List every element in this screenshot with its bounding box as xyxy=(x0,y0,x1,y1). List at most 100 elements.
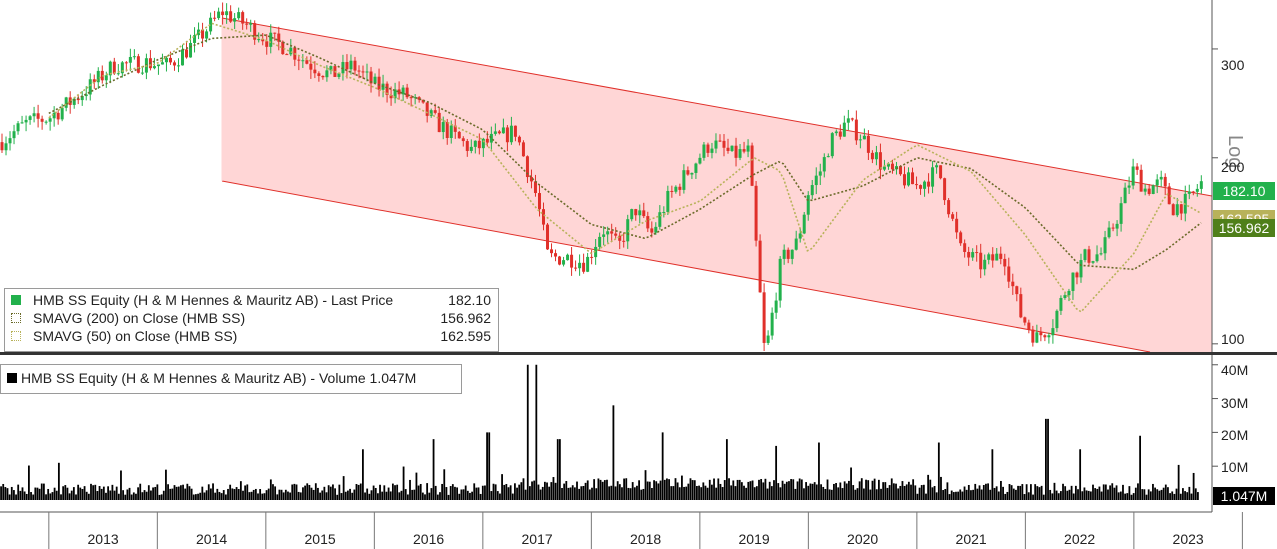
candle-body xyxy=(790,249,794,259)
volume-bar xyxy=(985,483,987,500)
volume-bar xyxy=(505,483,508,500)
volume-bar xyxy=(486,432,488,500)
volume-bar xyxy=(32,494,35,500)
volume-bar xyxy=(28,465,30,500)
volume-bar xyxy=(252,489,255,500)
volume-bar xyxy=(1055,490,1058,500)
volume-bar xyxy=(942,490,945,500)
volume-bar xyxy=(272,484,274,500)
volume-bar xyxy=(800,479,803,500)
volume-bar xyxy=(627,487,630,500)
candle-body xyxy=(369,71,373,84)
volume-bar xyxy=(751,480,754,500)
volume-bar xyxy=(580,486,583,500)
volume-bar xyxy=(629,488,632,500)
volume-bar xyxy=(94,484,97,500)
candle-body xyxy=(225,11,229,16)
volume-bar xyxy=(400,490,403,500)
volume-bar xyxy=(736,479,739,500)
candle-body xyxy=(120,62,124,74)
volume-bar xyxy=(231,488,234,500)
candle-body xyxy=(385,83,389,95)
volume-bar xyxy=(601,481,604,500)
candle-body xyxy=(80,96,84,101)
candle-body xyxy=(951,214,955,219)
candle-body xyxy=(722,140,726,148)
candle-body xyxy=(586,256,590,272)
volume-bar xyxy=(111,484,114,500)
volume-bar xyxy=(976,488,979,500)
candle-body xyxy=(28,116,32,120)
volume-bar xyxy=(1059,491,1062,500)
candle-body xyxy=(1015,286,1019,295)
candle-body xyxy=(890,163,894,170)
volume-bar xyxy=(648,481,651,500)
sma200-swatch xyxy=(11,313,21,323)
candle-body xyxy=(393,89,397,99)
volume-bar xyxy=(391,483,394,500)
volume-bar xyxy=(1094,488,1097,500)
x-tick-label-2020: 2020 xyxy=(847,531,879,547)
volume-bar xyxy=(822,486,825,500)
candle-body xyxy=(1179,204,1183,214)
volume-bar xyxy=(411,489,414,500)
volume-bar xyxy=(115,486,118,500)
volume-bar xyxy=(36,487,39,500)
candle-body xyxy=(245,23,249,25)
candle-body xyxy=(566,254,570,261)
candle-body xyxy=(774,300,778,313)
volume-bar xyxy=(880,488,882,500)
volume-bar xyxy=(785,481,788,500)
candle-body xyxy=(124,62,128,64)
volume-bar xyxy=(858,481,861,500)
volume-bar xyxy=(1098,486,1101,500)
candle-body xyxy=(1143,188,1147,192)
volume-bar xyxy=(469,492,471,500)
volume-bar xyxy=(948,494,951,500)
moving-averages xyxy=(48,22,1202,313)
volume-bar xyxy=(989,489,992,500)
volume-bar xyxy=(877,479,880,500)
volume-bar xyxy=(815,484,818,500)
candle-body xyxy=(12,131,16,139)
candle-body xyxy=(830,133,834,157)
volume-tick-10m: 10M xyxy=(1221,459,1249,475)
volume-bar xyxy=(357,484,360,500)
volume-bar xyxy=(100,488,103,500)
volume-bar xyxy=(130,494,133,500)
candle-body xyxy=(590,256,594,258)
price-legend: HMB SS Equity (H & M Hennes & Mauritz AB… xyxy=(4,288,499,352)
volume-bar xyxy=(173,485,176,500)
candle-body xyxy=(766,335,770,343)
volume-bar xyxy=(81,488,84,500)
volume-bar xyxy=(1008,484,1011,500)
volume-bar xyxy=(269,479,272,500)
volume-bar xyxy=(8,494,11,500)
candle-body xyxy=(554,253,558,257)
volume-bar xyxy=(591,487,593,500)
candle-body xyxy=(558,256,562,265)
volume-bar xyxy=(777,483,780,500)
volume-bar xyxy=(655,481,658,500)
x-tick-label-2022: 2022 xyxy=(1064,531,1096,547)
candle-body xyxy=(947,200,951,215)
legend-sma50-label: SMAVG (50) on Close (HMB SS) xyxy=(33,328,238,344)
volume-bar xyxy=(974,483,977,500)
volume-bar xyxy=(1162,487,1165,500)
volume-bar xyxy=(691,480,694,500)
volume-bar xyxy=(167,484,169,500)
volume-bar xyxy=(10,486,13,500)
legend-volume: HMB SS Equity (H & M Hennes & Mauritz AB… xyxy=(1,370,461,387)
volume-bar xyxy=(379,484,381,500)
volume-bar xyxy=(899,485,902,500)
candle-body xyxy=(361,71,365,73)
candle-body xyxy=(983,259,987,270)
volume-bar xyxy=(1107,489,1109,500)
candle-body xyxy=(598,236,602,247)
volume-bar xyxy=(421,492,424,500)
volume-bar xyxy=(246,484,249,500)
volume-bar xyxy=(1030,484,1032,500)
volume-bar xyxy=(811,483,814,500)
channel-fill xyxy=(222,18,1212,352)
candle-body xyxy=(1023,317,1027,323)
